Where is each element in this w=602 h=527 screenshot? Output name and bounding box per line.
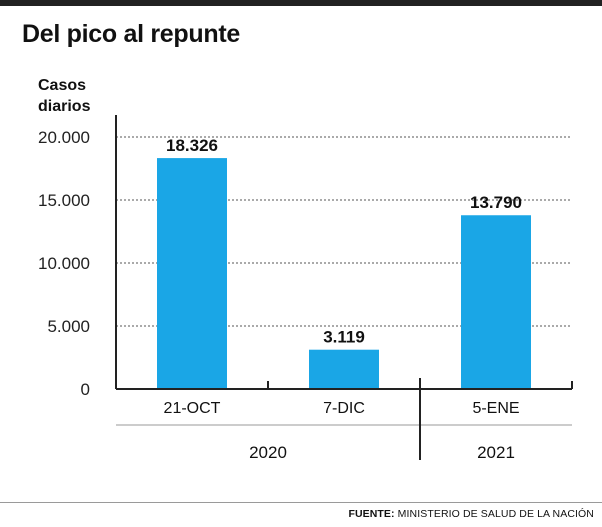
group-label: 2021: [477, 443, 515, 462]
bar: [309, 349, 379, 389]
bar-value-label: 13.790: [470, 193, 522, 212]
x-axis: 21-OCT 7-DIC 5-ENE 2020 2021: [116, 378, 573, 462]
bar-value-label: 3.119: [323, 328, 365, 347]
y-axis-label-line: Casos: [38, 77, 86, 94]
y-tick-label: 0: [81, 380, 90, 399]
x-tick-label: 7-DIC: [323, 400, 365, 417]
bar-value-label: 18.326: [166, 136, 218, 155]
source-label: FUENTE:: [348, 508, 395, 520]
y-tick-label: 15.000: [38, 191, 90, 210]
y-tick-label: 10.000: [38, 254, 90, 273]
top-rule: [0, 0, 602, 6]
y-tick-label: 5.000: [47, 317, 90, 336]
y-tick-label: 20.000: [38, 128, 90, 147]
y-axis-label-line: diarios: [38, 98, 91, 115]
bar: [461, 215, 531, 389]
bars: 18.326 3.119 13.790: [157, 136, 531, 389]
group-label: 2020: [249, 443, 287, 462]
x-tick-label: 5-ENE: [472, 400, 519, 417]
bar: [157, 158, 227, 389]
x-tick-label: 21-OCT: [164, 400, 221, 417]
y-axis: Casos diarios 0 5.000 10.000 15.000 20.000: [38, 77, 117, 399]
source-text: MINISTERIO DE SALUD DE LA NACIÓN: [397, 508, 594, 520]
footer-rule: [0, 502, 602, 503]
chart-title: Del pico al repunte: [22, 20, 240, 48]
source-note: FUENTE: MINISTERIO DE SALUD DE LA NACIÓN: [348, 508, 594, 520]
bar-chart: Casos diarios 0 5.000 10.000 15.000 20.000 18.…: [38, 77, 573, 462]
